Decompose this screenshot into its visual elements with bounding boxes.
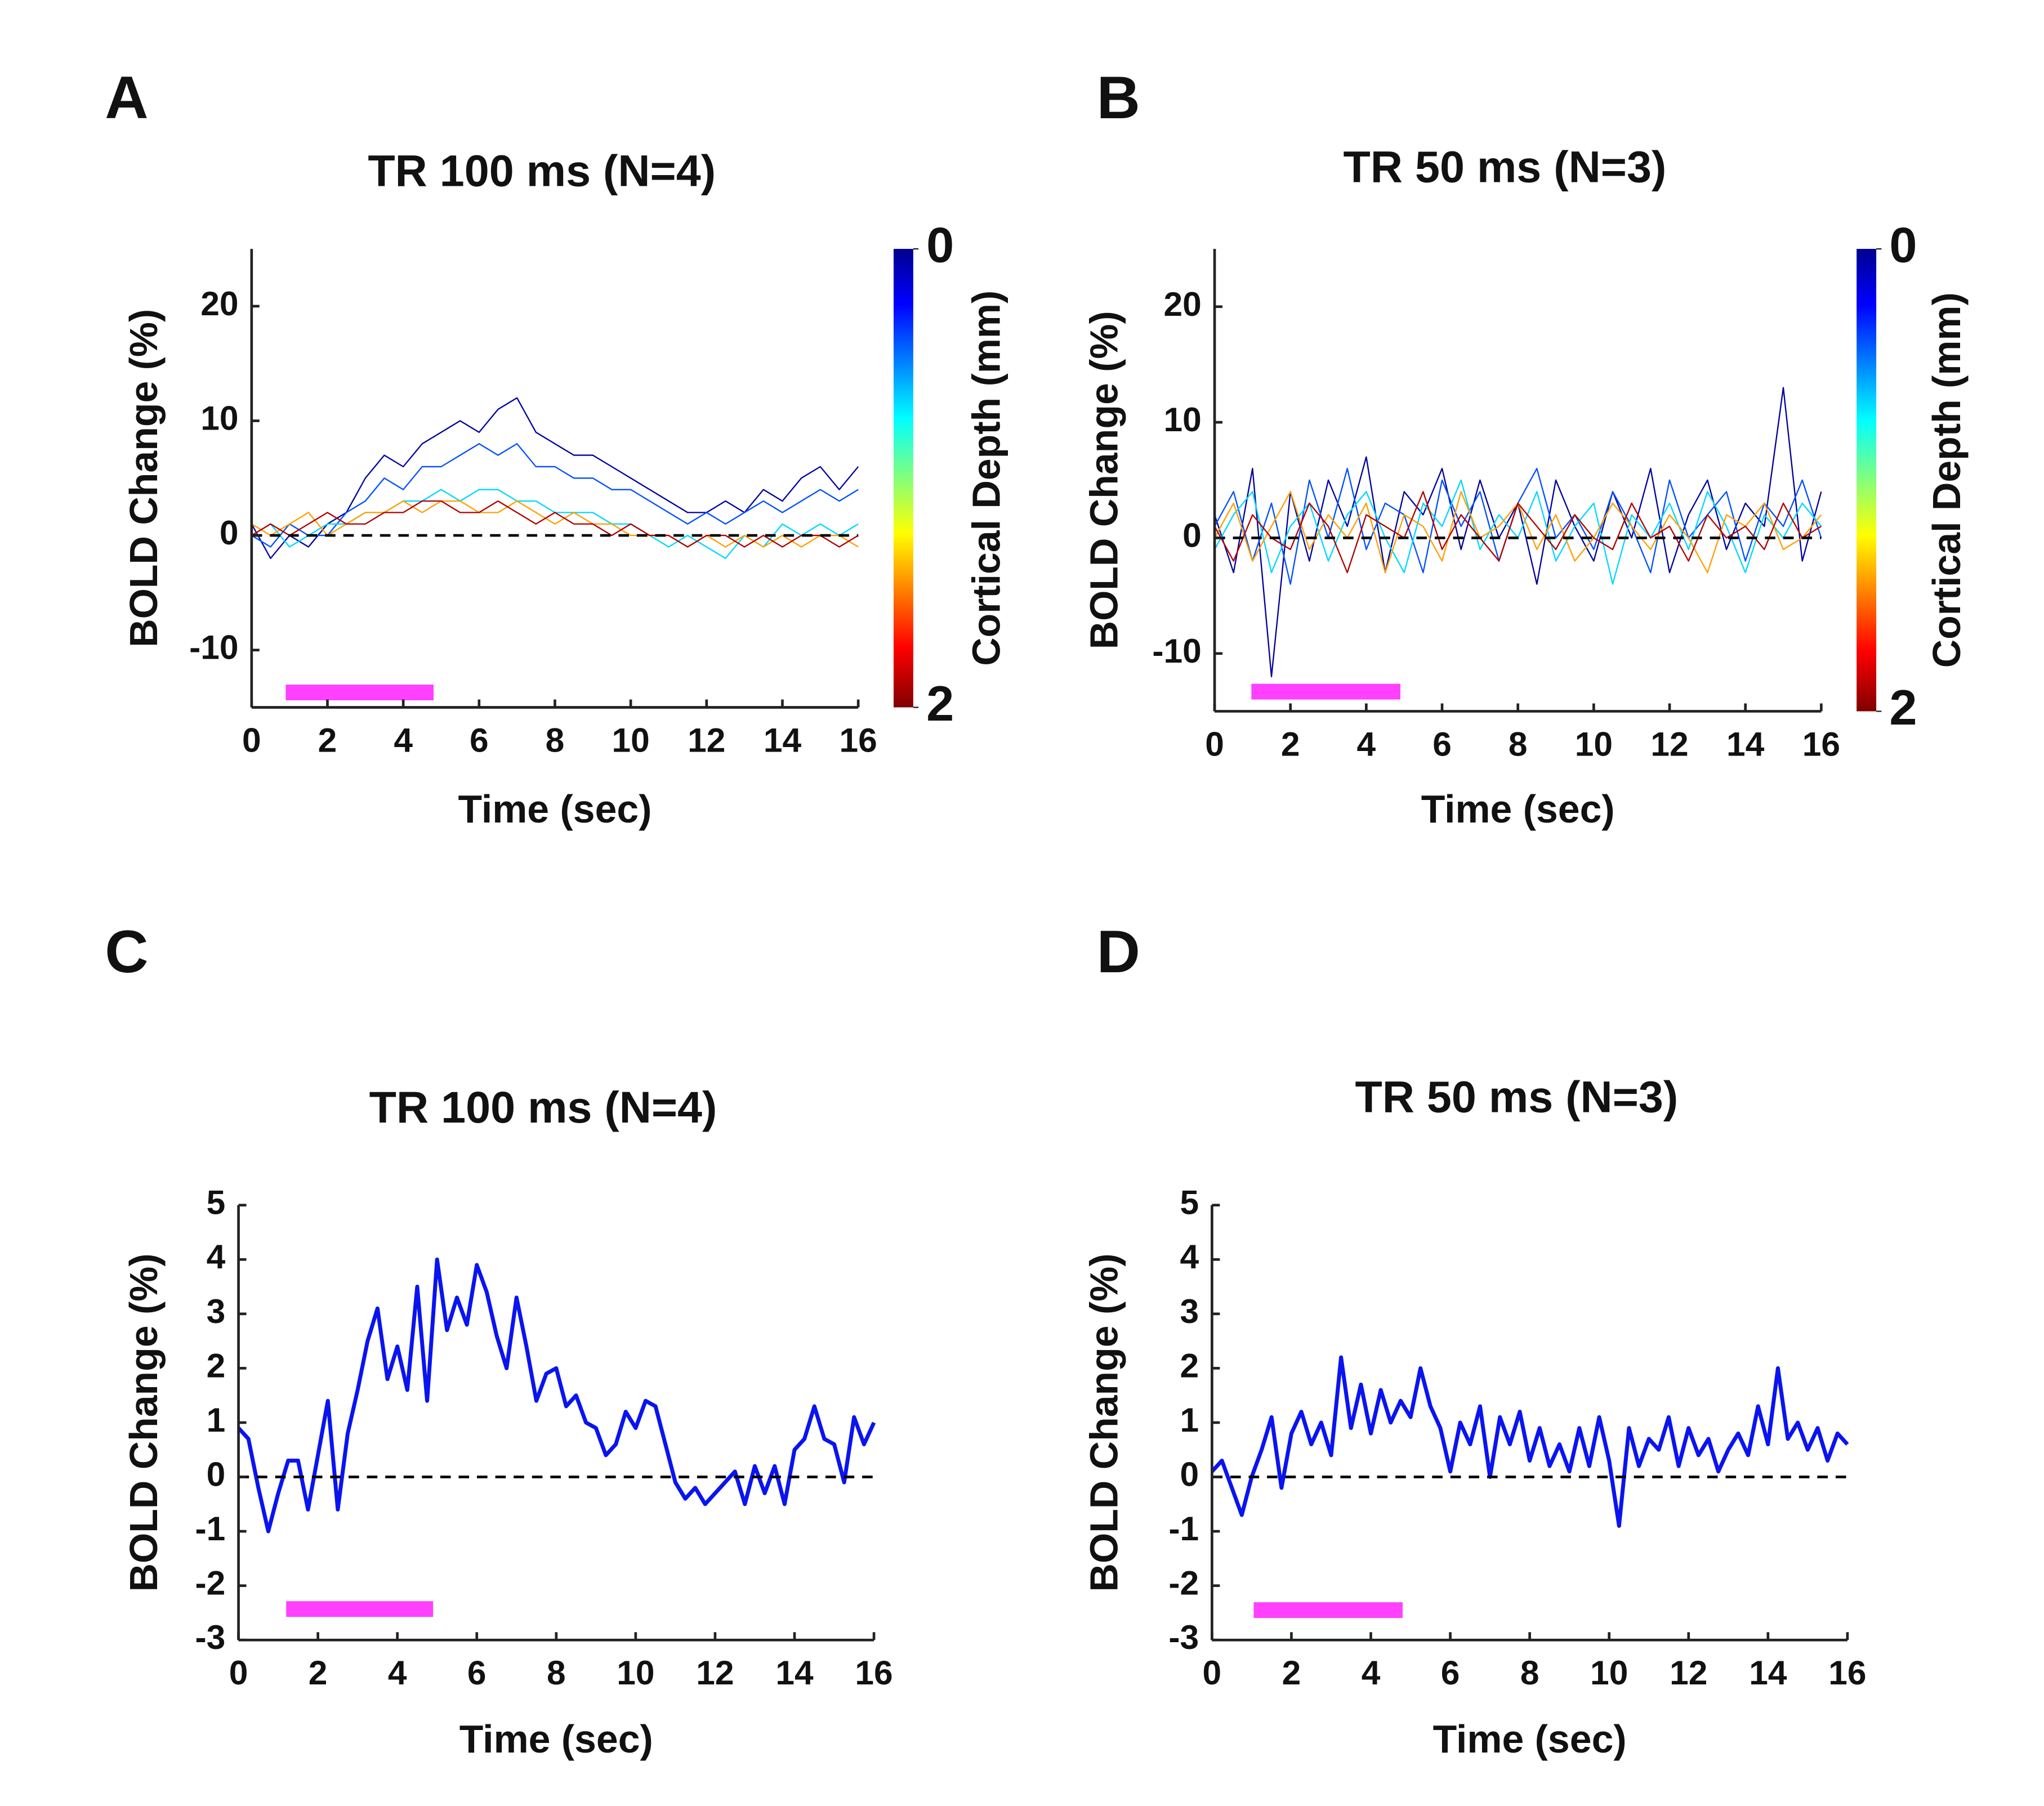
chart-title: TR 100 ms (N=4)	[368, 145, 716, 195]
chart-title: TR 50 ms (N=3)	[1355, 1071, 1679, 1121]
stimulus-bar	[1253, 1602, 1403, 1619]
y-tick-label: 4	[1180, 1237, 1199, 1276]
y-tick-label: 1	[1180, 1401, 1199, 1439]
y-tick-label: 0	[1182, 516, 1202, 554]
stimulus-bar	[286, 1601, 434, 1617]
x-tick-label: 2	[1282, 1653, 1301, 1692]
x-tick-label: 10	[1575, 725, 1613, 763]
x-tick-label: 4	[394, 721, 413, 759]
data-line	[251, 397, 859, 559]
x-tick-label: 10	[1590, 1653, 1628, 1692]
stimulus-bar	[285, 685, 434, 700]
x-tick-label: 8	[1509, 725, 1528, 763]
colorbar	[893, 249, 913, 708]
x-tick-label: 6	[1432, 725, 1452, 763]
y-tick-label: -3	[1168, 1618, 1199, 1656]
y-tick-label: 10	[200, 399, 238, 437]
x-axis-label: Time (sec)	[458, 787, 651, 831]
data-line	[251, 500, 859, 548]
colorbar-tick-label: 2	[1889, 680, 1917, 735]
x-tick-label: 8	[1520, 1653, 1539, 1692]
y-tick-label: 5	[1180, 1183, 1199, 1222]
x-tick-label: 12	[688, 721, 725, 759]
panel-letter: A	[105, 64, 148, 131]
y-tick-label: -2	[195, 1564, 226, 1602]
y-tick-label: -10	[1152, 632, 1201, 670]
x-tick-label: 4	[1357, 725, 1376, 763]
y-tick-label: 2	[1180, 1346, 1199, 1384]
x-tick-label: 10	[617, 1653, 654, 1692]
x-axis-label: Time (sec)	[459, 1717, 653, 1761]
x-tick-label: 0	[242, 721, 261, 759]
y-tick-label: -1	[195, 1509, 226, 1548]
panel-letter: B	[1097, 64, 1140, 131]
x-tick-label: 16	[1828, 1653, 1866, 1692]
x-tick-label: 2	[1281, 725, 1300, 763]
y-tick-label: 20	[200, 284, 238, 323]
y-tick-label: 1	[207, 1401, 226, 1439]
x-tick-label: 14	[764, 721, 802, 759]
data-line	[236, 1257, 876, 1534]
y-tick-label: 10	[1163, 400, 1201, 439]
x-tick-label: 0	[1205, 725, 1224, 763]
x-tick-label: 10	[612, 721, 650, 759]
chart-title: TR 100 ms (N=4)	[369, 1082, 717, 1132]
x-tick-label: 16	[1802, 725, 1840, 763]
colorbar-label: Cortical Depth (mm)	[964, 290, 1008, 666]
panel-letter: D	[1097, 918, 1140, 985]
x-tick-label: 0	[229, 1653, 248, 1692]
x-tick-label: 6	[1441, 1653, 1460, 1692]
y-axis-label: BOLD Change (%)	[1082, 311, 1126, 649]
x-tick-label: 2	[318, 721, 337, 759]
x-tick-label: 14	[1749, 1653, 1787, 1692]
colorbar-tick-label: 0	[926, 217, 954, 272]
y-tick-label: 0	[220, 513, 239, 552]
x-tick-label: 14	[775, 1653, 814, 1692]
data-line	[1214, 491, 1822, 574]
y-tick-label: 3	[1180, 1292, 1199, 1330]
x-tick-label: 14	[1726, 725, 1765, 763]
panel-letter: C	[105, 918, 148, 985]
data-line	[1210, 1355, 1849, 1528]
x-tick-label: 16	[840, 721, 877, 759]
x-tick-label: 12	[1650, 725, 1688, 763]
colorbar-tick-label: 2	[926, 676, 954, 731]
y-axis-label: BOLD Change (%)	[122, 309, 166, 647]
y-tick-label: 20	[1163, 285, 1201, 323]
chart-title: TR 50 ms (N=3)	[1344, 141, 1667, 191]
x-tick-label: 12	[696, 1653, 734, 1692]
x-axis-label: Time (sec)	[1421, 787, 1615, 831]
y-tick-label: 0	[207, 1455, 226, 1493]
x-tick-label: 0	[1203, 1653, 1222, 1692]
x-tick-label: 6	[470, 721, 489, 759]
y-tick-label: 3	[207, 1292, 226, 1330]
x-axis-label: Time (sec)	[1433, 1717, 1627, 1761]
x-tick-label: 8	[546, 721, 565, 759]
colorbar	[1856, 249, 1877, 712]
colorbar-label: Cortical Depth (mm)	[1925, 292, 1969, 668]
y-tick-label: 0	[1180, 1455, 1199, 1493]
colorbar-tick-label: 0	[1889, 217, 1917, 272]
y-axis-label: BOLD Change (%)	[1082, 1253, 1126, 1592]
x-tick-label: 6	[467, 1653, 487, 1692]
y-tick-label: 4	[207, 1237, 226, 1276]
y-tick-label: 5	[207, 1183, 226, 1222]
x-tick-label: 8	[547, 1653, 566, 1692]
x-tick-label: 2	[309, 1653, 328, 1692]
y-tick-label: -2	[1168, 1564, 1199, 1602]
y-tick-label: -10	[189, 628, 238, 667]
y-axis-label: BOLD Change (%)	[122, 1253, 166, 1592]
data-line	[251, 443, 859, 548]
x-tick-label: 16	[855, 1653, 892, 1692]
y-tick-label: 2	[207, 1346, 226, 1384]
stimulus-bar	[1251, 683, 1400, 700]
x-tick-label: 12	[1670, 1653, 1707, 1692]
x-tick-label: 4	[388, 1653, 407, 1692]
y-tick-label: -1	[1168, 1509, 1199, 1548]
x-tick-label: 4	[1362, 1653, 1381, 1692]
data-line	[251, 500, 859, 548]
y-tick-label: -3	[195, 1618, 226, 1656]
